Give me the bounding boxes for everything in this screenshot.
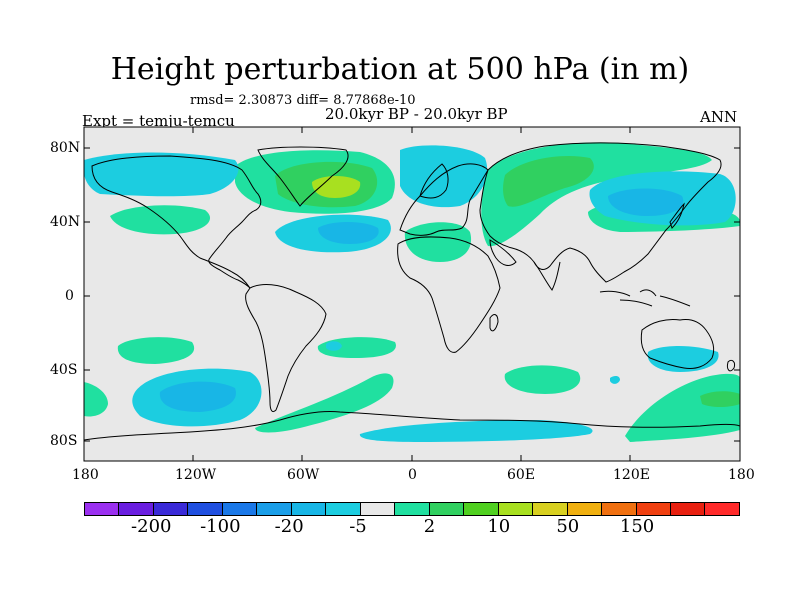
coast-new-zealand <box>727 359 735 372</box>
coast-greenland <box>257 146 349 207</box>
contour-positive-greenland-peak <box>312 176 361 198</box>
colorbar-swatch <box>498 503 534 515</box>
coast-antarctica <box>84 411 740 441</box>
lat-label-40n: 40N <box>50 214 81 230</box>
colorbar-swatch <box>602 503 637 515</box>
colorbar-swatch <box>291 503 327 515</box>
lon-label-180-east: 180 <box>728 467 755 483</box>
colorbar-swatch <box>705 503 739 515</box>
lat-label-40s: 40S <box>50 362 78 378</box>
coast-europe <box>399 163 489 236</box>
coast-south-america <box>245 284 327 413</box>
colorbar-swatch <box>153 503 189 515</box>
colorbar-tick-label: -20 <box>274 516 304 537</box>
coast-indonesia <box>599 289 691 307</box>
contour-negative-antarctica <box>359 420 593 442</box>
colorbar <box>84 502 740 516</box>
colorbar-swatch <box>464 503 499 515</box>
lon-label-60w: 60W <box>287 467 320 483</box>
contour-negative-north-america <box>84 152 239 197</box>
contour-positive-east-pacific-north <box>110 205 211 235</box>
coast-africa <box>397 236 501 353</box>
coast-australia <box>640 319 715 369</box>
colorbar-tick-label: 50 <box>556 516 580 537</box>
coast-india <box>533 261 561 291</box>
colorbar-tick-label: 10 <box>487 516 511 537</box>
colorbar-tick-label: 2 <box>423 516 436 537</box>
lon-label-60e: 60E <box>507 467 536 483</box>
contour-positive-south-pacific <box>117 337 195 364</box>
coast-arabia <box>489 239 517 266</box>
contour-negative-australia <box>647 346 719 372</box>
colorbar-swatch <box>636 503 671 515</box>
contour-negative-south-indian-small <box>610 375 620 384</box>
colorbar-swatch <box>85 503 120 515</box>
colorbar-swatch <box>429 503 465 515</box>
lon-label-180-west: 180 <box>72 467 99 483</box>
colorbar-swatch <box>222 503 258 515</box>
colorbar-tick-label: 150 <box>619 516 655 537</box>
contour-positive-south-indian <box>504 365 581 394</box>
coastlines <box>84 142 740 441</box>
plot-title: Height perturbation at 500 hPa (in m) <box>110 52 690 87</box>
coast-scandinavia <box>419 163 449 199</box>
lat-label-equator: 0 <box>65 288 74 304</box>
contour-positive-siberia-core <box>503 155 594 207</box>
colorbar-tick-label: -200 <box>131 516 172 537</box>
axis-ticks <box>83 127 741 461</box>
contour-positive-europe <box>404 222 472 262</box>
colorbar-swatch <box>188 503 223 515</box>
colorbar-swatch <box>533 503 568 515</box>
colorbar-swatch <box>567 503 603 515</box>
contour-negative-north-pacific-core <box>608 188 684 216</box>
coast-asia <box>479 142 722 283</box>
colorbar-tick-label: -100 <box>200 516 241 537</box>
colorbar-swatch <box>395 503 430 515</box>
contour-negative-north-atlantic-core <box>318 222 379 244</box>
rmsd-diff-stats: rmsd= 2.30873 diff= 8.77868e-10 <box>190 93 416 108</box>
colorbar-swatch <box>360 503 396 515</box>
lat-label-80s: 80S <box>50 433 78 449</box>
contour-negative-patagonia-small <box>326 341 342 351</box>
colorbar-swatch <box>326 503 361 515</box>
lat-label-80n: 80N <box>50 140 81 156</box>
colorbar-swatch <box>670 503 706 515</box>
colorbar-swatch <box>119 503 154 515</box>
contour-positive-south-of-australia-core <box>700 391 740 407</box>
coast-north-america <box>91 155 262 289</box>
lon-label-120e: 120E <box>613 467 650 483</box>
time-period-label: 20.0kyr BP - 20.0kyr BP <box>325 105 508 123</box>
lon-label-0: 0 <box>408 467 417 483</box>
experiment-label: Expt = temju-temcu <box>82 112 235 130</box>
coast-japan <box>669 202 685 229</box>
coast-madagascar <box>489 314 499 332</box>
contour-negative-south-pacific-core <box>159 381 236 412</box>
lon-label-120w: 120W <box>175 467 217 483</box>
colorbar-swatch <box>257 503 292 515</box>
season-label: ANN <box>700 108 738 126</box>
colorbar-tick-label: -5 <box>349 516 367 537</box>
contour-positive-far-west <box>84 382 108 417</box>
